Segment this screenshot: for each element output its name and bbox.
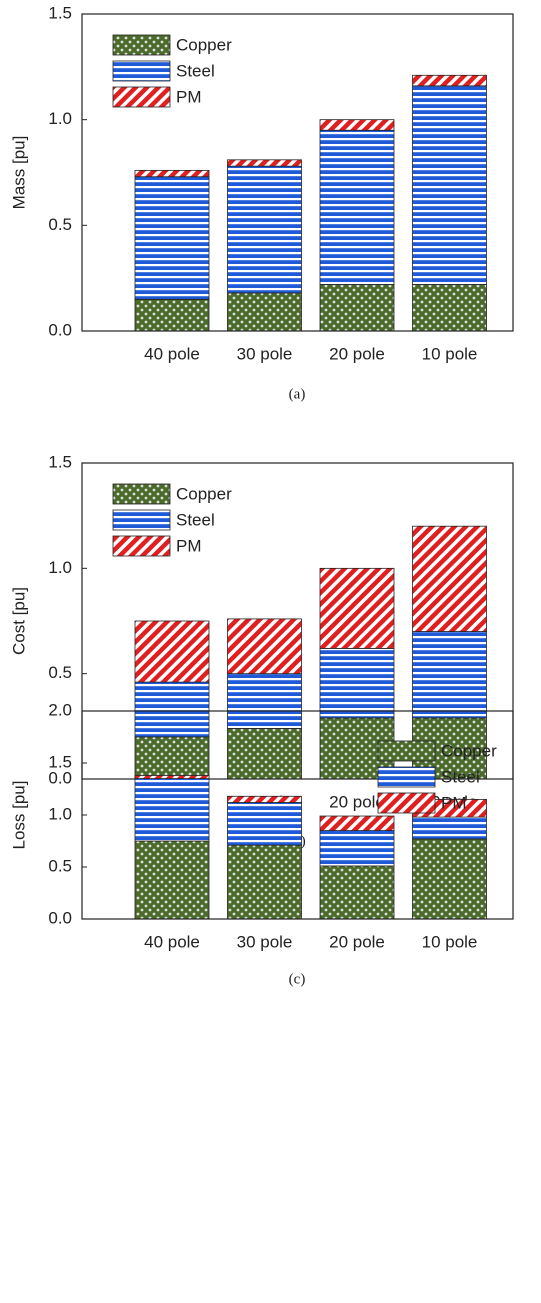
bar-segment	[319, 567, 395, 649]
legend-label: Copper	[176, 35, 232, 54]
caption: (c)	[289, 971, 306, 987]
legend-label: Copper	[441, 741, 497, 760]
bar-segment	[412, 284, 487, 332]
x-tick-label: 40 pole	[144, 344, 200, 363]
legend-swatch	[377, 792, 436, 814]
legend-label: PM	[176, 87, 202, 106]
bar-segment	[412, 74, 487, 87]
legend-swatch	[112, 34, 171, 56]
bar-segment	[134, 681, 210, 738]
y-axis-label: Loss [pu]	[9, 781, 28, 850]
y-tick-label: 0.0	[48, 908, 72, 927]
y-tick-label: 0.0	[48, 768, 72, 787]
legend-swatch	[112, 60, 171, 82]
bar-segment	[412, 838, 487, 920]
bar-segment	[134, 176, 210, 300]
bar-segment	[227, 165, 302, 294]
bar-segment	[319, 129, 395, 285]
legend-label: PM	[441, 793, 467, 812]
bar-segment	[319, 119, 395, 131]
x-tick-label: 20 pole	[329, 344, 385, 363]
legend-label: Steel	[441, 767, 480, 786]
bar-segment	[412, 631, 487, 719]
bar-segment	[134, 169, 210, 178]
bar-segment	[227, 292, 302, 332]
y-tick-label: 1.5	[48, 3, 72, 22]
legend-swatch	[112, 509, 171, 531]
bar-segment	[134, 736, 210, 780]
bar-segment	[412, 525, 487, 632]
bar-segment	[227, 159, 302, 167]
y-tick-label: 2.0	[48, 700, 72, 719]
y-tick-label: 1.5	[48, 752, 72, 771]
y-axis-label: Mass [pu]	[9, 136, 28, 210]
y-tick-label: 1.0	[48, 804, 72, 823]
bar-segment	[412, 85, 487, 285]
x-tick-label: 10 pole	[422, 344, 478, 363]
x-tick-label: 20 pole	[329, 792, 385, 811]
legend-swatch	[377, 766, 436, 788]
bar-segment	[134, 620, 210, 683]
plot-frame	[81, 710, 514, 920]
y-tick-label: 0.0	[48, 320, 72, 339]
bar-segment	[227, 618, 302, 675]
bar-segment	[227, 673, 302, 729]
bar-segment	[319, 815, 395, 831]
bar-segment	[227, 728, 302, 780]
bar-segment	[134, 778, 210, 842]
bar-segment	[319, 284, 395, 332]
y-tick-label: 0.5	[48, 663, 72, 682]
x-tick-label: 40 pole	[144, 932, 200, 951]
bar-segment	[412, 816, 487, 840]
y-tick-label: 1.0	[48, 109, 72, 128]
plot-frame	[81, 13, 514, 332]
legend-label: Copper	[176, 484, 232, 503]
legend-swatch	[112, 86, 171, 108]
y-axis-label: Cost [pu]	[9, 587, 28, 655]
bar-segment	[319, 647, 395, 719]
legend-swatch	[112, 535, 171, 557]
x-tick-label: 10 pole	[422, 932, 478, 951]
bar-segment	[227, 795, 302, 803]
bar-segment	[319, 865, 395, 920]
legend-label: Steel	[176, 61, 215, 80]
plot-frame	[81, 462, 514, 780]
y-tick-label: 1.5	[48, 452, 72, 471]
y-tick-label: 0.5	[48, 856, 72, 875]
legend-label: PM	[176, 536, 202, 555]
legend-label: Steel	[176, 510, 215, 529]
y-tick-label: 1.0	[48, 558, 72, 577]
x-tick-label: 30 pole	[237, 932, 293, 951]
legend-swatch	[112, 483, 171, 505]
bar-segment	[227, 844, 302, 920]
bar-segment	[227, 802, 302, 846]
x-tick-label: 20 pole	[329, 932, 385, 951]
y-tick-label: 0.5	[48, 215, 72, 234]
bar-segment	[134, 775, 210, 779]
x-tick-label: 30 pole	[237, 344, 293, 363]
caption: (a)	[289, 386, 306, 402]
bar-segment	[319, 830, 395, 867]
bar-segment	[134, 298, 210, 332]
legend-swatch	[377, 740, 436, 762]
bar-segment	[134, 840, 210, 920]
